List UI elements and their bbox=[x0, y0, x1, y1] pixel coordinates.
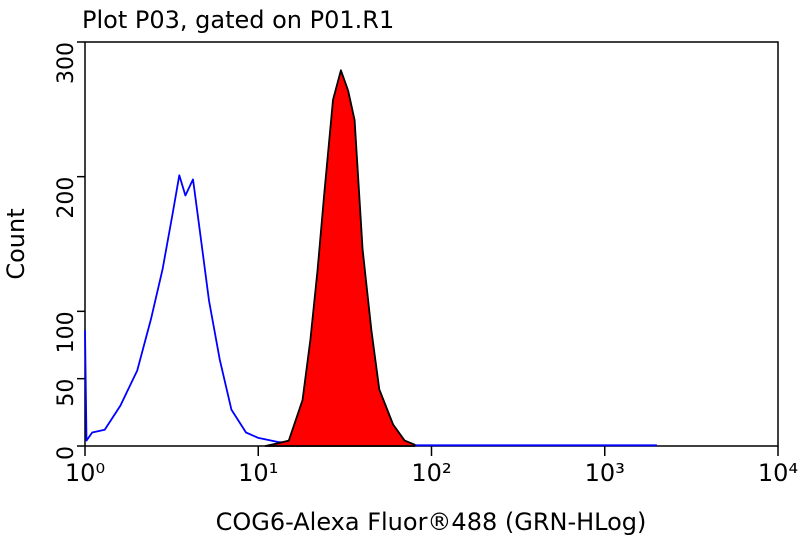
x-tick-label: 10⁴ bbox=[758, 459, 798, 487]
y-tick-label: 100 bbox=[54, 311, 79, 353]
chart-title: Plot P03, gated on P01.R1 bbox=[82, 6, 394, 34]
y-tick-label: 50 bbox=[54, 379, 79, 407]
x-tick-label: 10² bbox=[411, 459, 451, 487]
plot-frame bbox=[84, 41, 779, 447]
histogram-area bbox=[264, 69, 416, 447]
y-tick-label: 200 bbox=[54, 177, 79, 219]
y-tick-label: 0 bbox=[54, 446, 79, 460]
x-tick-label: 10⁰ bbox=[65, 459, 105, 487]
y-tick-label: 300 bbox=[54, 42, 79, 84]
x-axis-label: COG6-Alexa Fluor®488 (GRN-HLog) bbox=[216, 508, 647, 536]
x-tick-label: 10³ bbox=[585, 459, 625, 487]
y-axis-label: Count bbox=[2, 208, 30, 279]
x-tick-label: 10¹ bbox=[238, 459, 278, 487]
